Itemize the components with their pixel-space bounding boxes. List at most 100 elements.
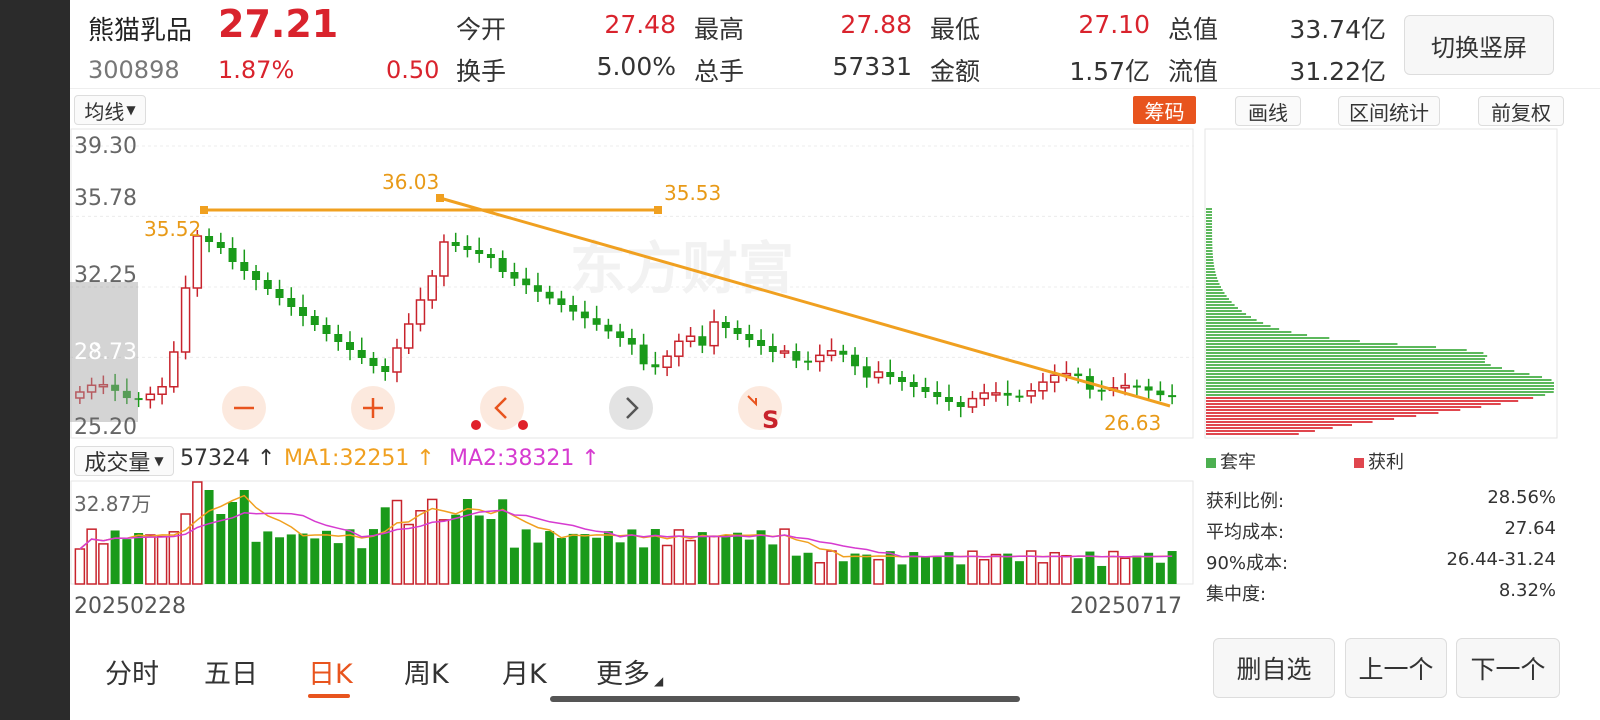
candle-body xyxy=(674,340,684,357)
chip-profit-bar xyxy=(1206,400,1519,402)
volume-bar xyxy=(333,543,343,584)
volume-bar xyxy=(74,548,86,585)
chip-trapped-bar xyxy=(1206,307,1238,309)
candle-body xyxy=(145,393,156,401)
chip-trapped-bar xyxy=(1206,388,1554,390)
candle-body xyxy=(299,307,308,316)
candle-body xyxy=(815,354,825,363)
chevron-right-button xyxy=(609,386,653,430)
ma-select-label: 均线 xyxy=(84,99,125,124)
tab-daily-k[interactable]: 日K xyxy=(308,659,353,690)
chip-trapped-bar xyxy=(1206,220,1213,222)
candle-body xyxy=(287,298,296,307)
stat-label-turnover: 换手 xyxy=(456,57,507,86)
tab-weekly-k[interactable]: 周K xyxy=(404,659,449,690)
volume-bar xyxy=(733,532,743,584)
candle-body xyxy=(86,384,97,393)
tab-monthly-k[interactable]: 月K xyxy=(502,659,547,690)
volume-chart xyxy=(70,480,1194,585)
line-end-annotation: 35.53 xyxy=(664,181,722,205)
previous-stock-button[interactable]: 上一个 xyxy=(1345,638,1447,698)
volume-bar xyxy=(756,530,766,584)
chip-trapped-bar xyxy=(1206,250,1213,252)
change-amount: 0.50 xyxy=(386,56,440,84)
chip-distribution-button[interactable]: 筹码 xyxy=(1133,96,1196,124)
stock-code: 300898 xyxy=(88,56,180,84)
adjust-button[interactable]: 前复权 xyxy=(1478,96,1564,126)
chip-trapped-bar xyxy=(1206,259,1214,261)
next-stock-button[interactable]: 下一个 xyxy=(1456,638,1560,698)
chip-trapped-bar xyxy=(1206,268,1215,270)
volume-bar xyxy=(909,552,919,584)
candle-body xyxy=(451,242,460,246)
candle-body xyxy=(111,384,120,391)
volume-indicator-select[interactable]: 成交量 ▼ xyxy=(74,446,174,476)
high-annotation: 36.03 xyxy=(382,170,440,194)
chip-trapped-bar xyxy=(1206,283,1220,285)
volume-bar xyxy=(568,533,578,584)
volume-bar xyxy=(415,510,426,585)
switch-portrait-button[interactable]: 切换竖屏 xyxy=(1404,15,1554,75)
chip-trapped-bar xyxy=(1206,214,1213,216)
volume-bar xyxy=(86,528,97,585)
chevron-left-icon xyxy=(494,397,507,419)
volume-bar xyxy=(168,531,180,585)
tab-more[interactable]: 更多 xyxy=(596,659,650,690)
volume-bar xyxy=(403,523,414,585)
volume-bar xyxy=(1097,565,1107,584)
candle-body xyxy=(839,350,848,355)
candle-body xyxy=(721,322,730,328)
tab-intraday[interactable]: 分时 xyxy=(105,659,159,690)
chip-trapped-bar xyxy=(1206,295,1227,297)
volume-bar xyxy=(685,539,696,585)
candle-body xyxy=(651,364,660,368)
volume-ma2: MA2:38321 ↑ xyxy=(449,446,600,471)
interval-stats-button[interactable]: 区间统计 xyxy=(1338,96,1440,126)
candle-body xyxy=(475,250,484,254)
left-edge-bar xyxy=(0,0,70,720)
candle-body xyxy=(733,328,742,334)
candle-body xyxy=(580,311,589,319)
candle-body xyxy=(310,316,319,325)
volume-bar xyxy=(1061,554,1072,585)
volume-bar xyxy=(708,535,720,585)
candle-body xyxy=(979,392,989,400)
chip-stat-label: 获利比例: xyxy=(1206,491,1285,512)
chip-trapped-bar xyxy=(1206,361,1485,363)
chip-trapped-bar xyxy=(1206,280,1219,282)
tab-five-day[interactable]: 五日 xyxy=(204,659,258,690)
volume-bar xyxy=(462,499,472,584)
chip-trapped-bar xyxy=(1206,232,1213,234)
candle-body xyxy=(403,323,414,349)
volume-bar xyxy=(592,537,602,584)
chip-trapped-bar xyxy=(1206,265,1215,267)
chip-trapped-bar xyxy=(1206,313,1247,315)
draw-line-button[interactable]: 画线 xyxy=(1235,96,1301,126)
stat-value-turnover: 5.00% xyxy=(596,52,676,81)
date-start: 20250228 xyxy=(74,594,186,619)
volume-current: 57324 ↑ xyxy=(180,446,276,471)
volume-bar xyxy=(275,537,285,584)
chip-trapped-bar xyxy=(1206,373,1530,375)
volume-select-label: 成交量 xyxy=(84,451,151,476)
volume-bar xyxy=(779,528,790,585)
home-indicator[interactable] xyxy=(550,696,1020,702)
candle-body xyxy=(569,305,578,312)
candle-body xyxy=(1015,395,1024,398)
volume-bar xyxy=(944,552,954,584)
ma-select[interactable]: 均线 ▼ xyxy=(74,95,146,125)
volume-bar xyxy=(826,550,837,585)
chip-profit-bar xyxy=(1206,406,1482,408)
volume-bar xyxy=(978,558,990,585)
volume-bar xyxy=(145,534,156,585)
scroll-handle[interactable]: › xyxy=(70,282,138,422)
chip-trapped-bar xyxy=(1206,217,1213,219)
volume-bar xyxy=(1049,551,1060,585)
volume-bar xyxy=(873,558,884,585)
candle-body xyxy=(967,397,978,408)
volume-bar xyxy=(1025,550,1037,585)
volume-bar xyxy=(639,547,649,584)
remove-watchlist-button[interactable]: 删自选 xyxy=(1213,638,1335,698)
volume-bar xyxy=(697,532,707,584)
kline-chart[interactable]: 东方财富 xyxy=(70,128,1194,440)
